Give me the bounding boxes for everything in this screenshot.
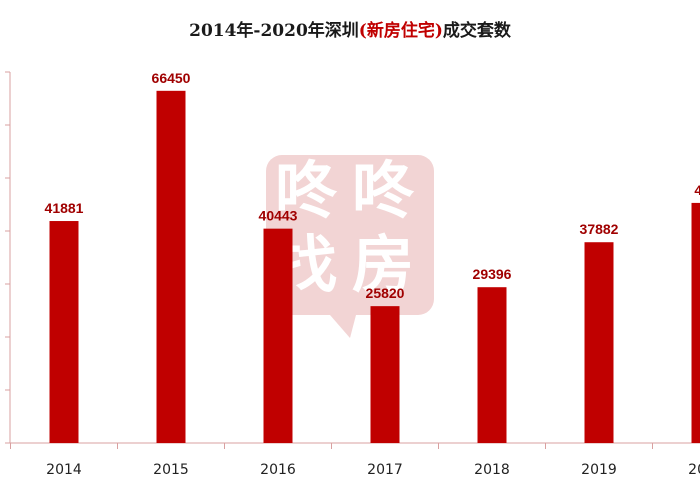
chart-title-highlight: (新房住宅): [358, 21, 443, 41]
chart-title-part2: 成交套数: [442, 21, 511, 41]
data-label: 41881: [45, 200, 84, 216]
x-tick-label: 2017: [367, 462, 403, 478]
x-tick-label: 2016: [260, 462, 296, 478]
x-tick-label: 2018: [474, 462, 510, 478]
watermark-char: 咚: [275, 154, 338, 227]
data-label: 25820: [366, 285, 405, 301]
watermark-char: 房: [352, 228, 414, 301]
data-label: 37882: [580, 221, 619, 237]
x-tick-label: 2014: [46, 462, 82, 478]
x-tick-label: 2020: [688, 462, 700, 478]
bar-2017: [370, 306, 400, 443]
x-tick-labels: 2014 2015 2016 2017 2018 2019 2020: [46, 462, 700, 478]
bar-2015: [156, 90, 186, 443]
bar-series: [49, 90, 700, 443]
data-label: 29396: [473, 266, 512, 282]
data-label: 40443: [259, 208, 298, 224]
watermark-box: [266, 155, 434, 315]
chart-title: 2014年-2020年深圳(新房住宅)成交套数: [0, 16, 700, 41]
bar-2014: [49, 221, 79, 443]
data-label: 453: [694, 182, 700, 198]
x-tick-label: 2019: [581, 462, 617, 478]
watermark-logo: 咚咚找房: [266, 154, 434, 338]
data-label: 66450: [152, 70, 191, 86]
data-labels: 41881 66450 40443 25820 29396 37882 453: [45, 70, 700, 301]
bar-2018: [477, 287, 507, 443]
watermark-char: 咚: [352, 154, 415, 227]
chart-title-part1: 2014年-2020年深圳: [189, 21, 359, 41]
watermark-tail: [330, 315, 356, 338]
bar-2016: [263, 228, 293, 443]
bar-2019: [584, 242, 614, 443]
x-tick-label: 2015: [153, 462, 189, 478]
bar-2020: [691, 202, 700, 443]
